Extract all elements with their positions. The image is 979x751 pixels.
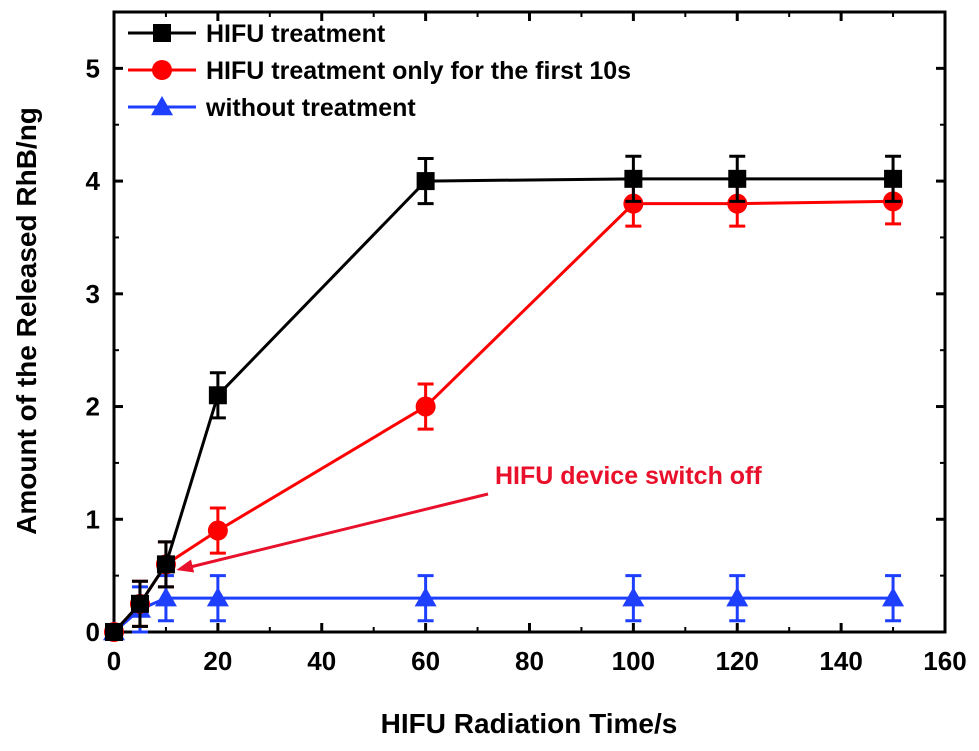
legend-label: HIFU treatment only for the first 10s [206, 57, 631, 85]
legend-marker [152, 60, 172, 80]
x-tick-label: 40 [307, 646, 336, 676]
data-point [624, 169, 643, 188]
data-point [416, 172, 435, 191]
data-point [728, 169, 747, 188]
series-line [112, 177, 894, 634]
data-point [884, 169, 903, 188]
data-point [207, 520, 228, 541]
data-point [130, 594, 149, 613]
legend-marker [151, 96, 173, 116]
x-tick-label: 120 [716, 646, 759, 676]
annotations: HIFU device switch off [176, 462, 762, 573]
data-point [208, 386, 227, 405]
data-point [156, 555, 175, 574]
legend-label: without treatment [205, 94, 416, 122]
data-point [154, 587, 177, 607]
data-point [726, 587, 749, 607]
data-point [623, 193, 644, 214]
y-tick-label: 1 [86, 504, 100, 534]
annotation-arrow-head [176, 559, 195, 573]
data-point [105, 623, 123, 641]
x-axis-label: HIFU Radiation Time/s [381, 708, 678, 739]
data-point [414, 587, 437, 607]
data-point [882, 587, 905, 607]
series-line [112, 199, 894, 634]
x-tick-label: 100 [612, 646, 655, 676]
y-tick-label: 0 [86, 617, 100, 647]
x-tick-label: 0 [107, 646, 121, 676]
x-tick-label: 140 [819, 646, 862, 676]
legend-item-2: without treatment [128, 94, 416, 122]
annotation-0: HIFU device switch off [176, 462, 762, 573]
data-point [206, 587, 229, 607]
data-point [622, 587, 645, 607]
legend-item-1: HIFU treatment only for the first 10s [128, 57, 631, 85]
x-tick-label: 80 [515, 646, 544, 676]
y-axis-label: Amount of the Released RhB/ng [11, 107, 42, 535]
y-tick-label: 5 [86, 53, 100, 83]
legend-item-0: HIFU treatment [128, 20, 386, 48]
x-tick-label: 160 [923, 646, 966, 676]
annotation-text: HIFU device switch off [495, 462, 762, 490]
axes: 0 20 40 60 80 100 120 140 160 0 1 2 3 4 5 [86, 10, 967, 676]
series-1 [104, 177, 904, 642]
x-tick-label: 60 [411, 646, 440, 676]
y-tick-label: 2 [86, 392, 100, 422]
series-line [113, 596, 894, 634]
x-tick-label: 20 [203, 646, 232, 676]
y-tick-label: 3 [86, 279, 100, 309]
series-0 [105, 154, 903, 641]
legend-marker [153, 24, 171, 42]
legend: HIFU treatment HIFU treatment only for th… [128, 20, 631, 122]
data-point [727, 193, 748, 214]
y-tick-label: 4 [86, 166, 101, 196]
series-layer [103, 154, 905, 642]
legend-label: HIFU treatment [206, 20, 386, 48]
annotation-arrow-shaft [189, 492, 489, 569]
data-point [415, 396, 436, 417]
